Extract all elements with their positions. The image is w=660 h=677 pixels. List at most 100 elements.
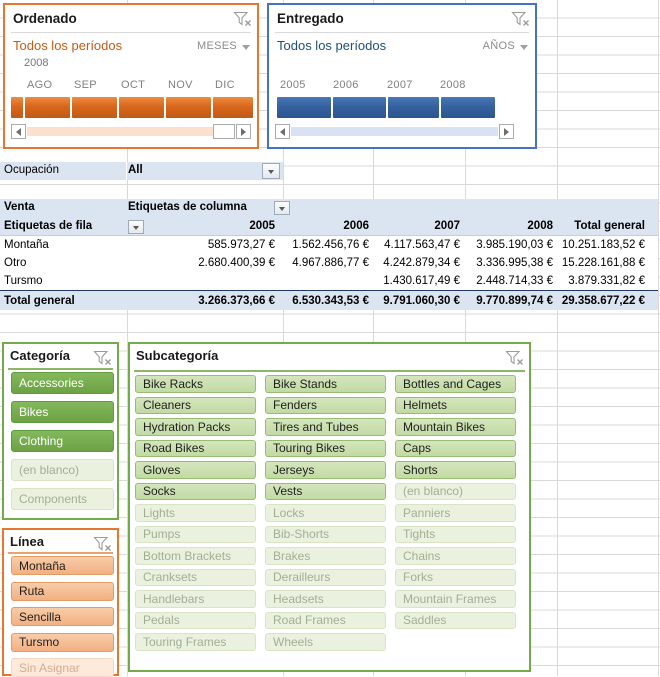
- slicer-item-headsets[interactable]: Headsets: [265, 590, 386, 608]
- timeline-range-label[interactable]: Todos los períodos: [13, 38, 123, 53]
- slicer-item-mountain-bikes[interactable]: Mountain Bikes: [395, 418, 516, 436]
- chevron-down-icon: [268, 169, 274, 177]
- slicer-item-forks[interactable]: Forks: [395, 568, 516, 586]
- clear-filter-icon[interactable]: [233, 11, 252, 27]
- pivot-value-cell: 4.242.879,34 €: [383, 257, 460, 269]
- column-labels-dropdown-button[interactable]: [274, 201, 290, 215]
- slicer-item-en-blanco[interactable]: (en blanco): [11, 459, 114, 481]
- scrollbar-thumb[interactable]: [213, 124, 235, 139]
- scrollbar-track[interactable]: [291, 127, 498, 136]
- timeline-period-segment[interactable]: [388, 97, 439, 118]
- scrollbar-track[interactable]: [27, 127, 235, 136]
- filter-dropdown-button[interactable]: [262, 163, 280, 179]
- slicer-item-tursmo[interactable]: Tursmo: [11, 632, 114, 652]
- clear-filter-icon[interactable]: [505, 350, 524, 366]
- clear-filter-icon[interactable]: [93, 350, 112, 366]
- clear-filter-icon[interactable]: [93, 536, 112, 552]
- slicer-item-chains[interactable]: Chains: [395, 547, 516, 565]
- slicer-item-bib-shorts[interactable]: Bib-Shorts: [265, 525, 386, 543]
- filter-field-label: Ocupación: [4, 164, 59, 176]
- slicer-item-derailleurs[interactable]: Derailleurs: [265, 568, 386, 586]
- slicer-subcategoria: Subcategoría Bike Racks Bike Stands Bottle…: [128, 342, 531, 672]
- slicer-item-gloves[interactable]: Gloves: [135, 461, 256, 479]
- slicer-item-clothing[interactable]: Clothing: [11, 430, 114, 452]
- slicer-item-handlebars[interactable]: Handlebars: [135, 590, 256, 608]
- slicer-item-ruta[interactable]: Ruta: [11, 581, 114, 601]
- slicer-item-sin-asignar[interactable]: Sin Asignar: [11, 658, 114, 677]
- gridline-col: [373, 0, 374, 676]
- gridline-col: [127, 0, 128, 676]
- slicer-item-bike-racks[interactable]: Bike Racks: [135, 375, 256, 393]
- slicer-item-lights[interactable]: Lights: [135, 504, 256, 522]
- slicer-item-touring-bikes[interactable]: Touring Bikes: [265, 439, 386, 457]
- slicer-item-sencilla[interactable]: Sencilla: [11, 607, 114, 626]
- divider: [134, 370, 525, 372]
- pivot-value-cell: 4.117.563,47 €: [384, 239, 460, 251]
- slicer-item-shorts[interactable]: Shorts: [395, 461, 516, 479]
- scroll-right-button[interactable]: [499, 124, 514, 139]
- slicer-item-hydration-packs[interactable]: Hydration Packs: [135, 418, 256, 436]
- slicer-item-pedals[interactable]: Pedals: [135, 611, 256, 629]
- slicer-item-mountain-frames[interactable]: Mountain Frames: [395, 590, 516, 608]
- slicer-item-helmets[interactable]: Helmets: [395, 396, 516, 414]
- slicer-item-components[interactable]: Components: [11, 488, 114, 510]
- slicer-item-bottom-brackets[interactable]: Bottom Brackets: [135, 547, 256, 565]
- pivot-row-label: Tursmo: [4, 275, 43, 287]
- slicer-item-saddles[interactable]: Saddles: [395, 611, 516, 629]
- slicer-item-bikes[interactable]: Bikes: [11, 401, 114, 423]
- slicer-item-cleaners[interactable]: Cleaners: [135, 396, 256, 414]
- timeline-period-segment[interactable]: [72, 97, 117, 118]
- timeline-period-segment[interactable]: [11, 97, 23, 118]
- slicer-item-locks[interactable]: Locks: [265, 504, 386, 522]
- scroll-right-button[interactable]: [236, 124, 251, 139]
- slicer-item-road-frames[interactable]: Road Frames: [265, 611, 386, 629]
- slicer-item-fenders[interactable]: Fenders: [265, 396, 386, 414]
- divider: [11, 32, 251, 33]
- slicer-item-bike-stands[interactable]: Bike Stands: [265, 375, 386, 393]
- slicer-item-en-blanco[interactable]: (en blanco): [395, 482, 516, 500]
- slicer-item-touring-frames[interactable]: Touring Frames: [135, 633, 256, 651]
- cell-separator: [126, 162, 127, 180]
- slicer-item-road-bikes[interactable]: Road Bikes: [135, 439, 256, 457]
- slicer-item-bottles-and-cages[interactable]: Bottles and Cages: [395, 375, 516, 393]
- slicer-item-socks[interactable]: Socks: [135, 482, 256, 500]
- slicer-item-cranksets[interactable]: Cranksets: [135, 568, 256, 586]
- chevron-down-icon[interactable]: [520, 45, 528, 54]
- arrow-left-icon: [12, 127, 21, 136]
- timeline-period-segment[interactable]: [213, 97, 253, 118]
- chevron-down-icon: [133, 225, 139, 233]
- timeline-scrollbar[interactable]: [269, 124, 531, 139]
- slicer-item-panniers[interactable]: Panniers: [395, 504, 516, 522]
- timeline-range-label[interactable]: Todos los períodos: [277, 38, 387, 53]
- timeline-period-segment[interactable]: [166, 97, 211, 118]
- timeline-period-segment[interactable]: [25, 97, 70, 118]
- pivot-value-cell: 3.336.995,38 €: [476, 257, 553, 269]
- slicer-item-wheels[interactable]: Wheels: [265, 633, 386, 651]
- slicer-item-caps[interactable]: Caps: [395, 439, 516, 457]
- slicer-item-accessories[interactable]: Accessories: [11, 372, 114, 394]
- slicer-item-jerseys[interactable]: Jerseys: [265, 461, 386, 479]
- timeline-period-segment[interactable]: [333, 97, 386, 118]
- timeline-tick-label: 2006: [333, 79, 359, 91]
- slicer-item-tires-and-tubes[interactable]: Tires and Tubes: [265, 418, 386, 436]
- scroll-left-button[interactable]: [275, 124, 290, 139]
- timeline-period-segment[interactable]: [119, 97, 164, 118]
- arrow-left-icon: [276, 127, 285, 136]
- scroll-left-button[interactable]: [11, 124, 26, 139]
- slicer-item-monta-a[interactable]: Montaña: [11, 556, 114, 575]
- pivot-total-value-cell: 9.791.060,30 €: [383, 294, 460, 307]
- timeline-level-selector[interactable]: AÑOS: [482, 40, 515, 52]
- slicer-item-pumps[interactable]: Pumps: [135, 525, 256, 543]
- row-labels-dropdown-button[interactable]: [128, 220, 144, 234]
- clear-filter-icon[interactable]: [511, 11, 530, 27]
- chevron-down-icon[interactable]: [242, 45, 250, 54]
- slicer-item-brakes[interactable]: Brakes: [265, 547, 386, 565]
- slicer-item-vests[interactable]: Vests: [265, 482, 386, 500]
- timeline-level-selector[interactable]: MESES: [196, 40, 237, 52]
- timeline-scrollbar[interactable]: [5, 124, 253, 139]
- timeline-tick-label: AGO: [27, 79, 53, 91]
- slicer-item-tights[interactable]: Tights: [395, 525, 516, 543]
- timeline-period-segment[interactable]: [441, 97, 495, 118]
- pivot-data-row: Montaña 585.973,27 € 1.562.456,76 € 4.117.5…: [0, 236, 658, 254]
- timeline-period-segment[interactable]: [277, 97, 331, 118]
